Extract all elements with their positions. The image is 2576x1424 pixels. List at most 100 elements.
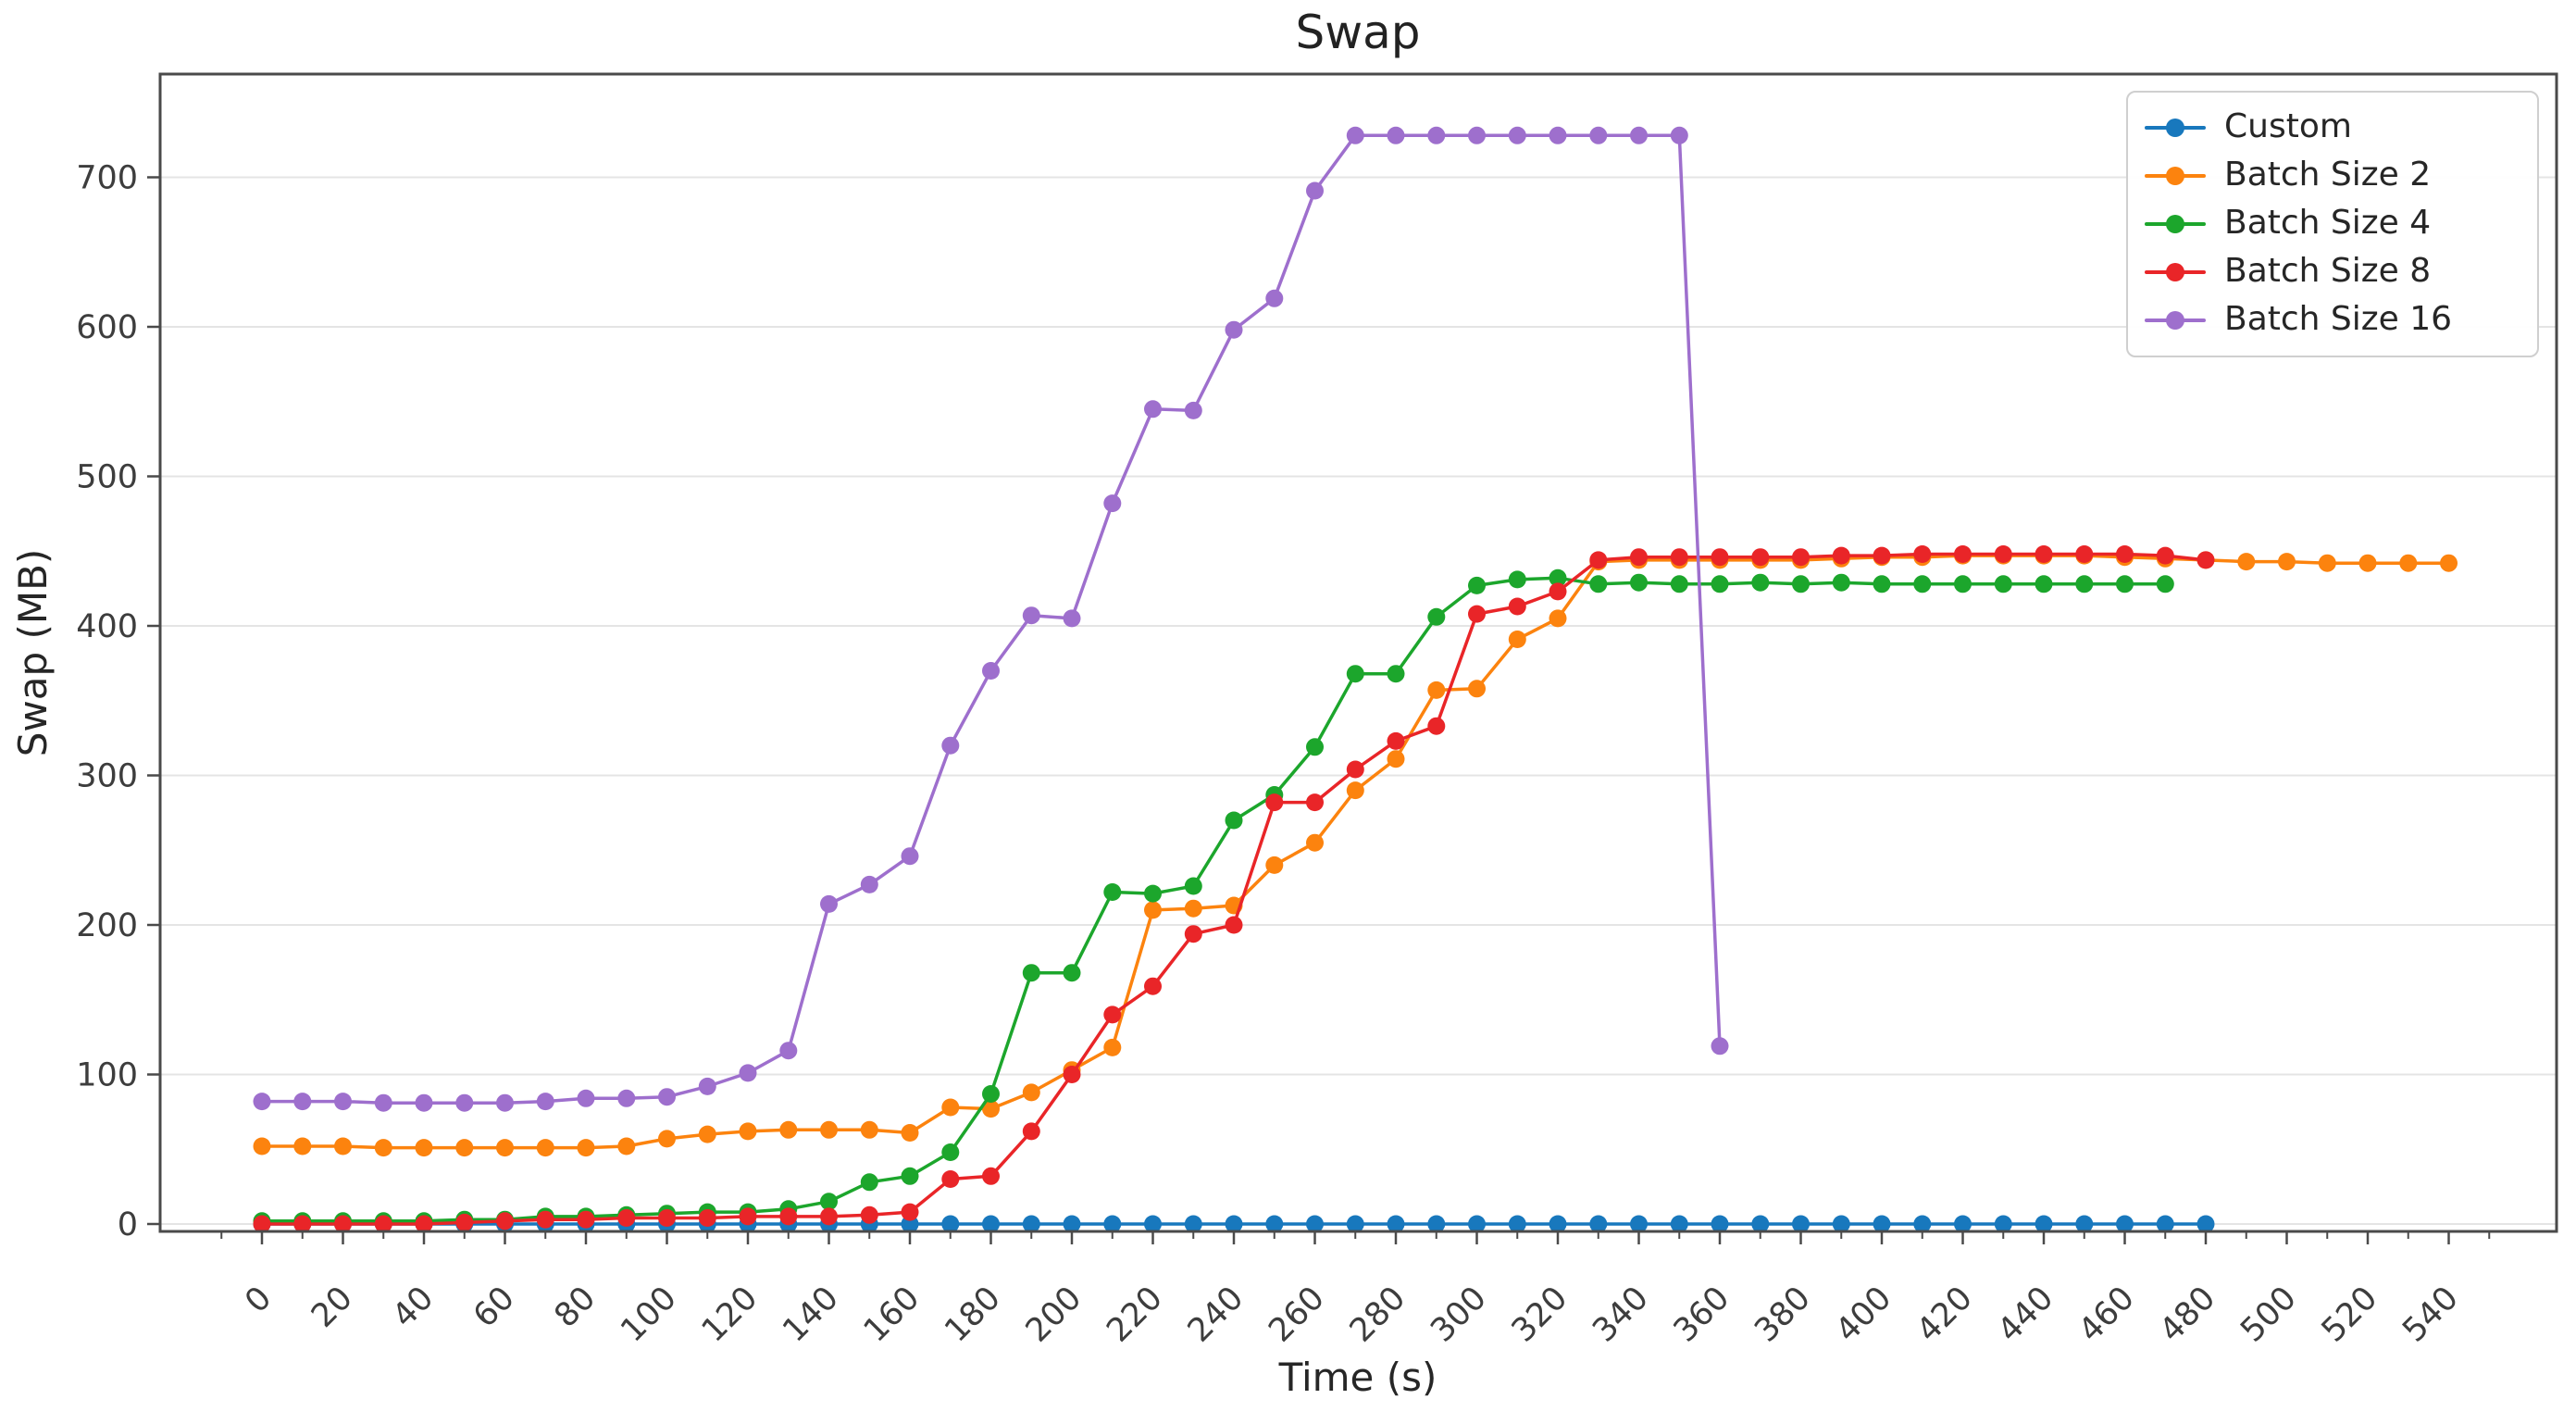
x-tick-label-260: 260 bbox=[1262, 1280, 1332, 1350]
data-point-custom bbox=[1954, 1215, 1972, 1233]
data-point-batch-size-4 bbox=[2116, 575, 2134, 593]
data-point-batch-size-8 bbox=[496, 1212, 514, 1230]
data-point-batch-size-8 bbox=[617, 1209, 636, 1227]
data-point-batch-size-4 bbox=[1549, 568, 1567, 587]
data-point-batch-size-8 bbox=[1346, 760, 1364, 779]
data-point-custom bbox=[1549, 1215, 1567, 1233]
legend-label: Custom bbox=[2224, 107, 2352, 145]
data-point-batch-size-4 bbox=[1508, 570, 1526, 589]
data-point-batch-size-4 bbox=[1103, 883, 1122, 901]
data-point-batch-size-16 bbox=[658, 1088, 676, 1106]
x-axis-label: Time (s) bbox=[1278, 1355, 1437, 1400]
data-point-batch-size-2 bbox=[658, 1130, 676, 1148]
x-tick-label-200: 200 bbox=[1019, 1280, 1089, 1350]
data-point-batch-size-8 bbox=[1063, 1066, 1081, 1083]
data-point-batch-size-16 bbox=[577, 1089, 595, 1107]
x-tick-label-40: 40 bbox=[386, 1280, 442, 1335]
data-point-batch-size-8 bbox=[658, 1209, 676, 1227]
legend-label: Batch Size 2 bbox=[2224, 156, 2432, 194]
y-axis-label: Swap (MB) bbox=[10, 549, 56, 757]
data-point-batch-size-16 bbox=[334, 1093, 352, 1111]
x-tick-label-100: 100 bbox=[614, 1280, 684, 1350]
data-point-batch-size-2 bbox=[1306, 833, 1324, 852]
x-tick-label-500: 500 bbox=[2234, 1280, 2304, 1350]
data-point-batch-size-4 bbox=[1063, 964, 1081, 982]
y-tick-label-600: 600 bbox=[76, 309, 138, 346]
data-point-batch-size-4 bbox=[1306, 738, 1324, 756]
series-line-batch-size-4 bbox=[260, 576, 2168, 1223]
data-point-batch-size-2 bbox=[1468, 680, 1486, 698]
data-point-custom bbox=[1103, 1215, 1122, 1233]
legend-label: Batch Size 4 bbox=[2224, 204, 2432, 242]
data-point-batch-size-4 bbox=[1954, 575, 1972, 593]
data-point-batch-size-2 bbox=[253, 1137, 271, 1155]
data-point-batch-size-8 bbox=[415, 1215, 433, 1233]
data-point-batch-size-8 bbox=[779, 1207, 798, 1226]
data-point-batch-size-16 bbox=[374, 1093, 392, 1112]
data-point-batch-size-8 bbox=[455, 1213, 474, 1231]
series-markers-batch-size-2 bbox=[253, 546, 2458, 1157]
data-point-custom bbox=[1630, 1215, 1648, 1233]
data-point-batch-size-4 bbox=[860, 1173, 878, 1192]
data-point-batch-size-16 bbox=[901, 847, 919, 866]
data-point-batch-size-16 bbox=[1508, 126, 1526, 144]
data-point-custom bbox=[1265, 1215, 1284, 1233]
series-markers-batch-size-16 bbox=[253, 126, 1729, 1112]
data-point-batch-size-2 bbox=[617, 1137, 636, 1155]
data-point-batch-size-8 bbox=[2035, 545, 2053, 563]
data-point-batch-size-8 bbox=[1427, 717, 1446, 735]
data-point-batch-size-8 bbox=[1913, 545, 1932, 563]
data-point-batch-size-8 bbox=[2075, 545, 2094, 563]
x-tick-label-240: 240 bbox=[1181, 1280, 1251, 1350]
x-tick-label-360: 360 bbox=[1667, 1280, 1737, 1350]
data-point-batch-size-2 bbox=[1144, 901, 1162, 919]
plot-border bbox=[158, 72, 2558, 1233]
data-point-batch-size-16 bbox=[1670, 126, 1688, 144]
series-markers-batch-size-4 bbox=[253, 568, 2174, 1230]
data-point-batch-size-8 bbox=[1225, 916, 1243, 934]
y-tick-label-0: 0 bbox=[118, 1206, 138, 1243]
data-point-batch-size-8 bbox=[1184, 925, 1202, 943]
data-point-batch-size-2 bbox=[982, 1100, 1000, 1118]
data-point-batch-size-2 bbox=[1427, 681, 1446, 699]
data-point-batch-size-16 bbox=[860, 875, 878, 893]
x-tick-label-420: 420 bbox=[1910, 1280, 1980, 1350]
legend-marker-icon bbox=[2145, 263, 2206, 281]
x-tick-label-480: 480 bbox=[2153, 1280, 2223, 1350]
x-tick-label-300: 300 bbox=[1424, 1280, 1494, 1350]
legend-item-batch-size-8: Batch Size 8 bbox=[2145, 248, 2520, 296]
legend-label: Batch Size 16 bbox=[2224, 300, 2453, 338]
legend-item-custom: Custom bbox=[2145, 104, 2520, 152]
data-point-batch-size-4 bbox=[1022, 964, 1040, 982]
data-point-batch-size-8 bbox=[1265, 793, 1284, 812]
data-point-custom bbox=[941, 1215, 960, 1233]
data-point-batch-size-2 bbox=[820, 1120, 838, 1139]
x-tick-label-440: 440 bbox=[1991, 1280, 2061, 1350]
data-point-batch-size-8 bbox=[739, 1207, 757, 1226]
data-point-batch-size-2 bbox=[2318, 554, 2336, 572]
legend-item-batch-size-16: Batch Size 16 bbox=[2145, 296, 2520, 344]
legend-item-batch-size-2: Batch Size 2 bbox=[2145, 152, 2520, 200]
data-point-batch-size-4 bbox=[1144, 884, 1162, 903]
data-point-batch-size-8 bbox=[293, 1215, 312, 1233]
data-point-batch-size-8 bbox=[1954, 545, 1972, 563]
series-line-batch-size-2 bbox=[260, 554, 2451, 1150]
data-point-batch-size-16 bbox=[982, 662, 1000, 680]
data-point-batch-size-8 bbox=[2156, 546, 2174, 565]
data-point-batch-size-4 bbox=[1832, 573, 1850, 592]
y-tick-label-700: 700 bbox=[76, 160, 138, 197]
y-tick-label-500: 500 bbox=[76, 459, 138, 496]
data-point-batch-size-4 bbox=[2075, 575, 2094, 593]
data-point-custom bbox=[1751, 1215, 1770, 1233]
data-point-batch-size-2 bbox=[1265, 856, 1284, 874]
data-point-batch-size-16 bbox=[1063, 609, 1081, 628]
data-point-batch-size-16 bbox=[739, 1064, 757, 1082]
data-point-batch-size-2 bbox=[2358, 554, 2377, 572]
data-point-batch-size-4 bbox=[1994, 575, 2012, 593]
data-point-custom bbox=[1711, 1215, 1729, 1233]
data-point-custom bbox=[1468, 1215, 1486, 1233]
data-point-batch-size-16 bbox=[698, 1077, 716, 1095]
data-point-batch-size-16 bbox=[253, 1093, 271, 1111]
data-point-batch-size-16 bbox=[536, 1093, 554, 1111]
data-point-batch-size-8 bbox=[1144, 977, 1162, 995]
